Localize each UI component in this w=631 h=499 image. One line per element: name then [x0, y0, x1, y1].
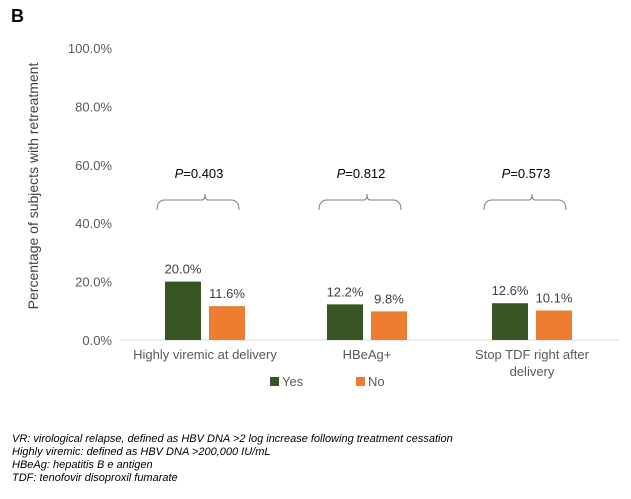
footnote-hbeag: HBeAg: hepatitis B e antigen: [12, 459, 153, 471]
p-value-label: P=0.403: [175, 166, 224, 181]
data-label: 10.1%: [536, 291, 573, 306]
legend-swatch-no: [356, 377, 365, 386]
data-label: 12.6%: [492, 283, 529, 298]
footnote-tdf: TDF: tenofovir disoproxil fumarate: [12, 472, 178, 484]
legend-swatch-yes: [270, 377, 279, 386]
footnote-highly-viremic: Highly viremic: defined as HBV DNA >200,…: [12, 446, 271, 458]
bar-chart: 0.0% 20.0% 40.0% 60.0% 80.0% 100.0% Percentage…: [25, 41, 620, 389]
x-category-label: Highly viremic at delivery: [133, 347, 277, 362]
bar-yes: [327, 304, 363, 340]
significance-bracket: [318, 193, 402, 211]
p-value-label: P=0.573: [502, 166, 551, 181]
data-label: 12.2%: [327, 284, 364, 299]
bar-yes: [165, 281, 201, 340]
y-tick-label: 0.0%: [82, 333, 112, 348]
significance-bracket: [156, 193, 240, 211]
y-tick-label: 100.0%: [68, 41, 113, 56]
significance-bracket: [483, 193, 567, 211]
y-axis-label: Percentage of subjects with retreatment: [25, 63, 41, 310]
legend-label-yes: Yes: [282, 374, 304, 389]
panel-label: B: [11, 6, 24, 26]
bar-no: [209, 306, 245, 340]
data-label: 9.8%: [374, 291, 404, 306]
data-label: 11.6%: [209, 286, 245, 301]
y-tick-label: 40.0%: [75, 216, 112, 231]
legend-label-no: No: [368, 374, 385, 389]
x-category-label: delivery: [510, 364, 555, 379]
p-value-label: P=0.812: [337, 166, 386, 181]
bar-yes: [492, 303, 528, 340]
x-category-label: Stop TDF right after: [475, 347, 590, 362]
bar-no: [371, 311, 407, 340]
y-tick-label: 20.0%: [75, 275, 112, 290]
footnote-vr: VR: virological relapse, defined as HBV …: [12, 433, 453, 445]
data-label: 20.0%: [165, 262, 202, 277]
y-tick-label: 80.0%: [75, 99, 112, 114]
bar-no: [536, 310, 572, 340]
y-tick-label: 60.0%: [75, 158, 112, 173]
x-category-label: HBeAg+: [343, 347, 392, 362]
footnotes: VR: virological relapse, defined as HBV …: [12, 433, 453, 485]
